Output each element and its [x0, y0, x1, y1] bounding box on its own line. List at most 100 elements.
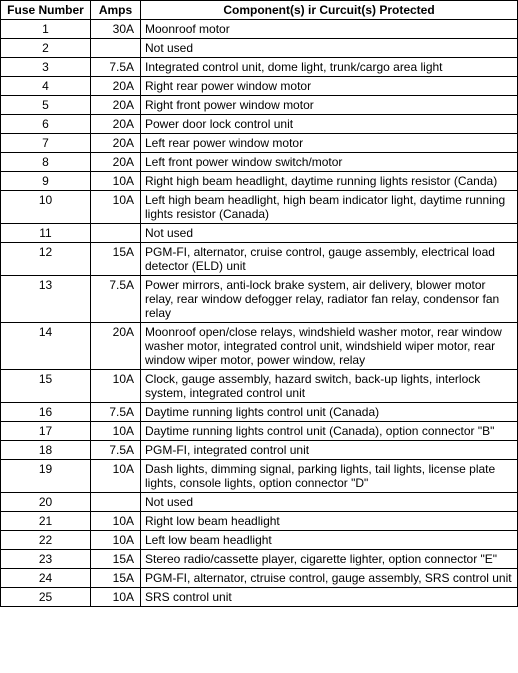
table-row: 11 Not used	[1, 224, 518, 243]
table-row: 820ALeft front power window switch/motor	[1, 153, 518, 172]
table-row: 137.5APower mirrors, anti-lock brake sys…	[1, 276, 518, 323]
cell-amps: 20A	[91, 134, 141, 153]
table-row: 1010ALeft high beam headlight, high beam…	[1, 191, 518, 224]
cell-amps	[91, 493, 141, 512]
header-amps: Amps	[91, 1, 141, 20]
table-row: 2110ARight low beam headlight	[1, 512, 518, 531]
cell-amps: 10A	[91, 512, 141, 531]
cell-fuse-number: 15	[1, 370, 91, 403]
table-row: 2415APGM-FI, alternator, ctruise control…	[1, 569, 518, 588]
cell-description: PGM-FI, alternator, cruise control, gaug…	[141, 243, 518, 276]
cell-description: Right high beam headlight, daytime runni…	[141, 172, 518, 191]
table-row: 2210ALeft low beam headlight	[1, 531, 518, 550]
cell-fuse-number: 4	[1, 77, 91, 96]
cell-description: Power door lock control unit	[141, 115, 518, 134]
cell-description: Left low beam headlight	[141, 531, 518, 550]
cell-amps: 15A	[91, 569, 141, 588]
table-row: 37.5AIntegrated control unit, dome light…	[1, 58, 518, 77]
table-row: 910ARight high beam headlight, daytime r…	[1, 172, 518, 191]
cell-amps: 20A	[91, 77, 141, 96]
table-row: 1420AMoonroof open/close relays, windshi…	[1, 323, 518, 370]
cell-fuse-number: 17	[1, 422, 91, 441]
cell-description: PGM-FI, integrated control unit	[141, 441, 518, 460]
cell-fuse-number: 8	[1, 153, 91, 172]
table-row: 130AMoonroof motor	[1, 20, 518, 39]
cell-amps: 7.5A	[91, 276, 141, 323]
cell-amps: 10A	[91, 191, 141, 224]
header-components: Component(s) ir Curcuit(s) Protected	[141, 1, 518, 20]
table-row: 720ALeft rear power window motor	[1, 134, 518, 153]
cell-description: Integrated control unit, dome light, tru…	[141, 58, 518, 77]
cell-description: Left rear power window motor	[141, 134, 518, 153]
cell-fuse-number: 7	[1, 134, 91, 153]
cell-amps: 10A	[91, 460, 141, 493]
cell-amps: 20A	[91, 115, 141, 134]
cell-amps	[91, 224, 141, 243]
table-row: 2510ASRS control unit	[1, 588, 518, 607]
cell-fuse-number: 25	[1, 588, 91, 607]
cell-description: Daytime running lights control unit (Can…	[141, 403, 518, 422]
cell-fuse-number: 24	[1, 569, 91, 588]
cell-fuse-number: 20	[1, 493, 91, 512]
fuse-table: Fuse Number Amps Component(s) ir Curcuit…	[0, 0, 518, 607]
cell-fuse-number: 16	[1, 403, 91, 422]
cell-description: Left front power window switch/motor	[141, 153, 518, 172]
cell-fuse-number: 3	[1, 58, 91, 77]
cell-amps: 30A	[91, 20, 141, 39]
cell-fuse-number: 12	[1, 243, 91, 276]
cell-description: PGM-FI, alternator, ctruise control, gau…	[141, 569, 518, 588]
cell-fuse-number: 6	[1, 115, 91, 134]
cell-description: SRS control unit	[141, 588, 518, 607]
table-row: 1910ADash lights, dimming signal, parkin…	[1, 460, 518, 493]
cell-fuse-number: 5	[1, 96, 91, 115]
cell-amps: 15A	[91, 550, 141, 569]
cell-description: Clock, gauge assembly, hazard switch, ba…	[141, 370, 518, 403]
table-row: 167.5ADaytime running lights control uni…	[1, 403, 518, 422]
table-row: 2Not used	[1, 39, 518, 58]
cell-amps: 10A	[91, 370, 141, 403]
table-header-row: Fuse Number Amps Component(s) ir Curcuit…	[1, 1, 518, 20]
table-row: 1215APGM-FI, alternator, cruise control,…	[1, 243, 518, 276]
table-row: 1710ADaytime running lights control unit…	[1, 422, 518, 441]
cell-fuse-number: 22	[1, 531, 91, 550]
cell-fuse-number: 14	[1, 323, 91, 370]
cell-amps: 15A	[91, 243, 141, 276]
cell-amps: 7.5A	[91, 58, 141, 77]
cell-description: Dash lights, dimming signal, parking lig…	[141, 460, 518, 493]
cell-description: Power mirrors, anti-lock brake system, a…	[141, 276, 518, 323]
cell-fuse-number: 21	[1, 512, 91, 531]
cell-fuse-number: 11	[1, 224, 91, 243]
cell-fuse-number: 23	[1, 550, 91, 569]
cell-amps: 10A	[91, 422, 141, 441]
table-row: 20 Not used	[1, 493, 518, 512]
table-row: 620APower door lock control unit	[1, 115, 518, 134]
cell-description: Daytime running lights control unit (Can…	[141, 422, 518, 441]
cell-amps: 20A	[91, 96, 141, 115]
cell-fuse-number: 1	[1, 20, 91, 39]
cell-description: Right front power window motor	[141, 96, 518, 115]
cell-amps: 20A	[91, 153, 141, 172]
cell-description: Not used	[141, 224, 518, 243]
cell-fuse-number: 18	[1, 441, 91, 460]
cell-fuse-number: 19	[1, 460, 91, 493]
table-row: 1510AClock, gauge assembly, hazard switc…	[1, 370, 518, 403]
cell-fuse-number: 10	[1, 191, 91, 224]
cell-description: Not used	[141, 493, 518, 512]
cell-description: Moonroof motor	[141, 20, 518, 39]
cell-amps: 10A	[91, 531, 141, 550]
table-row: 187.5APGM-FI, integrated control unit	[1, 441, 518, 460]
cell-fuse-number: 13	[1, 276, 91, 323]
cell-amps	[91, 39, 141, 58]
cell-fuse-number: 9	[1, 172, 91, 191]
table-row: 2315AStereo radio/cassette player, cigar…	[1, 550, 518, 569]
cell-description: Moonroof open/close relays, windshield w…	[141, 323, 518, 370]
table-row: 520ARight front power window motor	[1, 96, 518, 115]
cell-amps: 20A	[91, 323, 141, 370]
cell-amps: 10A	[91, 588, 141, 607]
cell-description: Right low beam headlight	[141, 512, 518, 531]
cell-description: Right rear power window motor	[141, 77, 518, 96]
table-row: 420ARight rear power window motor	[1, 77, 518, 96]
cell-amps: 10A	[91, 172, 141, 191]
cell-description: Stereo radio/cassette player, cigarette …	[141, 550, 518, 569]
header-fuse-number: Fuse Number	[1, 1, 91, 20]
